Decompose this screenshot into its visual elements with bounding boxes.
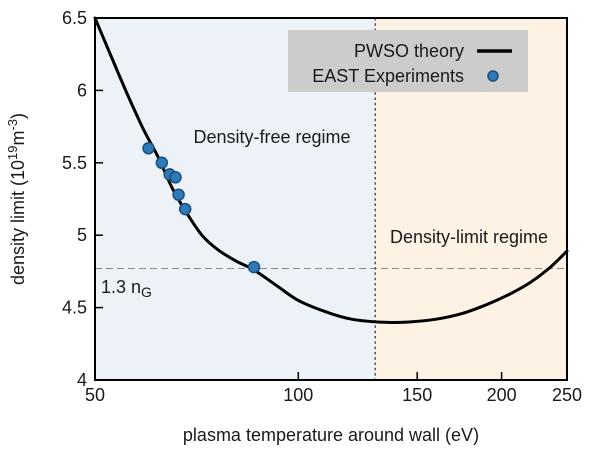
east-data-point	[178, 202, 192, 216]
greenwald-threshold-label: 1.3 nG	[101, 277, 152, 300]
axis-tick-labels: 50 100 150 200 250 4 4.5 5 5.5 6 6.5	[62, 8, 582, 405]
y-tick-label: 4.5	[62, 298, 87, 318]
legend: PWSO theory EAST Experiments	[288, 30, 528, 92]
east-experiment-points	[142, 142, 261, 274]
density-limit-regime-label: Density-limit regime	[390, 227, 548, 247]
y-tick-label: 5	[77, 225, 87, 245]
y-tick-label: 6.5	[62, 8, 87, 28]
legend-background	[288, 30, 528, 92]
legend-dot-sample-icon	[487, 70, 499, 82]
x-tick-label: 50	[85, 385, 105, 405]
y-axis-title-unit: m	[8, 131, 28, 146]
y-axis-title: density limit (1019m-3)	[5, 113, 28, 285]
east-data-point	[247, 260, 261, 274]
pwso-theory-curve	[93, 16, 569, 324]
axis-tick-marks	[94, 17, 568, 381]
x-tick-label: 200	[487, 385, 517, 405]
y-axis-title-superscript-19: 19	[5, 146, 20, 160]
east-data-point	[142, 142, 155, 155]
y-tick-label: 5.5	[62, 153, 87, 173]
legend-label-east-experiments: EAST Experiments	[312, 66, 464, 86]
x-tick-label: 100	[283, 385, 313, 405]
density-free-regime-label: Density-free regime	[193, 127, 350, 147]
y-axis-title-close-paren: )	[8, 113, 28, 119]
y-axis-title-main: density limit (10	[8, 160, 28, 285]
east-data-point	[169, 171, 182, 184]
y-axis-title-superscript-minus3: -3	[5, 119, 20, 131]
legend-label-pwso-theory: PWSO theory	[354, 41, 464, 61]
x-axis-title: plasma temperature around wall (eV)	[183, 425, 479, 445]
x-tick-label: 150	[402, 385, 432, 405]
greenwald-threshold-label-subscript: G	[141, 284, 152, 300]
x-tick-label: 250	[552, 385, 582, 405]
y-tick-label: 6	[77, 80, 87, 100]
east-data-point	[172, 188, 185, 201]
y-tick-label: 4	[77, 370, 87, 390]
plot-border	[94, 17, 568, 381]
greenwald-threshold-label-main: 1.3 n	[101, 277, 141, 297]
east-data-point	[155, 156, 169, 170]
